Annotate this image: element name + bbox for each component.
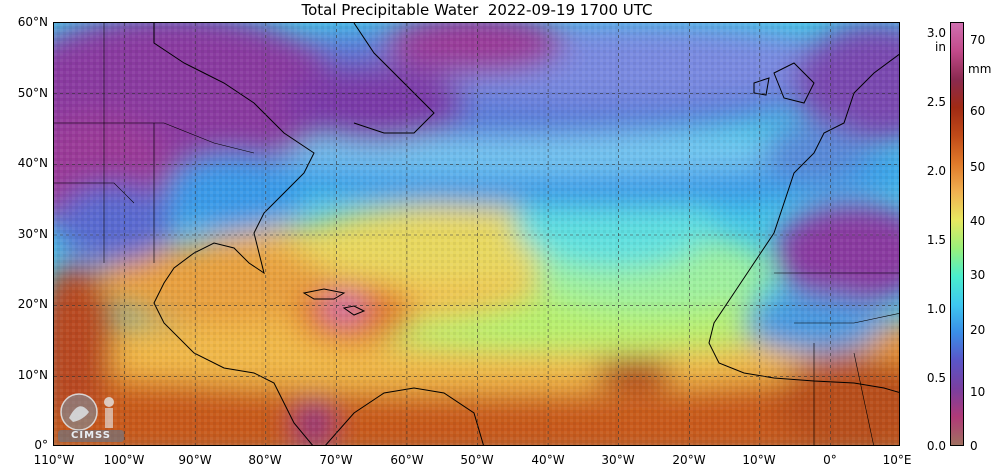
colorbar-inch-label-0-0: 0.0 (926, 439, 946, 453)
lon-label-80w: 80°W (248, 453, 282, 467)
lat-label-0: 0° (34, 438, 48, 452)
colorbar-inch-label-2-5: 2.5 (926, 95, 946, 109)
lat-label-40n: 40°N (17, 156, 48, 170)
lat-label-60n: 60°N (17, 15, 48, 29)
colorbar-mm-label-20: 20 (970, 323, 986, 337)
colorbar-mm-label-0: 0 (970, 439, 978, 453)
lon-label-100w: 100°W (103, 453, 145, 467)
gridlines (54, 23, 899, 445)
colorbar-mm-label-60: 60 (970, 104, 986, 118)
tpw-map-canvas (54, 23, 899, 445)
lat-label-50n: 50°N (17, 86, 48, 100)
lon-label-20w: 20°W (672, 453, 706, 467)
colorbar-mm-label-10: 10 (970, 385, 986, 399)
coastlines (153, 23, 899, 445)
lat-label-30n: 30°N (17, 227, 48, 241)
colorbar-inch-unit: in (935, 40, 946, 54)
cimss-logo-text: CIMSS (58, 430, 124, 442)
colorbar-inch-label-3-0: 3.0 (926, 26, 946, 40)
lat-label-20n: 20°N (17, 297, 48, 311)
lon-label-60w: 60°W (390, 453, 424, 467)
lon-label-50w: 50°W (460, 453, 494, 467)
colorbar-inch-label-2-0: 2.0 (926, 164, 946, 178)
colorbar-mm-label-30: 30 (970, 268, 986, 282)
colorbar-mm-label-50: 50 (970, 160, 986, 174)
borders (54, 23, 899, 445)
lon-label-30w: 30°W (601, 453, 635, 467)
lon-label-90w: 90°W (178, 453, 212, 467)
map-title: Total Precipitable Water 2022-09-19 1700… (301, 1, 653, 19)
lon-label-0: 0° (823, 453, 837, 467)
lon-label-110w: 110°W (33, 453, 75, 467)
lon-label-40w: 40°W (531, 453, 565, 467)
colorbar (950, 22, 964, 446)
lon-label-10e: 10°E (882, 453, 912, 467)
colorbar-inch-label-1-5: 1.5 (926, 233, 946, 247)
tpw-map (53, 22, 900, 446)
colorbar-inch-label-0-5: 0.5 (926, 371, 946, 385)
lon-label-70w: 70°W (319, 453, 353, 467)
colorbar-mm-unit: mm (968, 62, 992, 76)
colorbar-mm-label-40: 40 (970, 214, 986, 228)
lon-label-10w: 10°W (742, 453, 776, 467)
cimss-logo (60, 393, 114, 431)
colorbar-inch-label-1-0: 1.0 (926, 302, 946, 316)
lat-label-10n: 10°N (17, 368, 48, 382)
colorbar-mm-label-70: 70 (970, 33, 986, 47)
